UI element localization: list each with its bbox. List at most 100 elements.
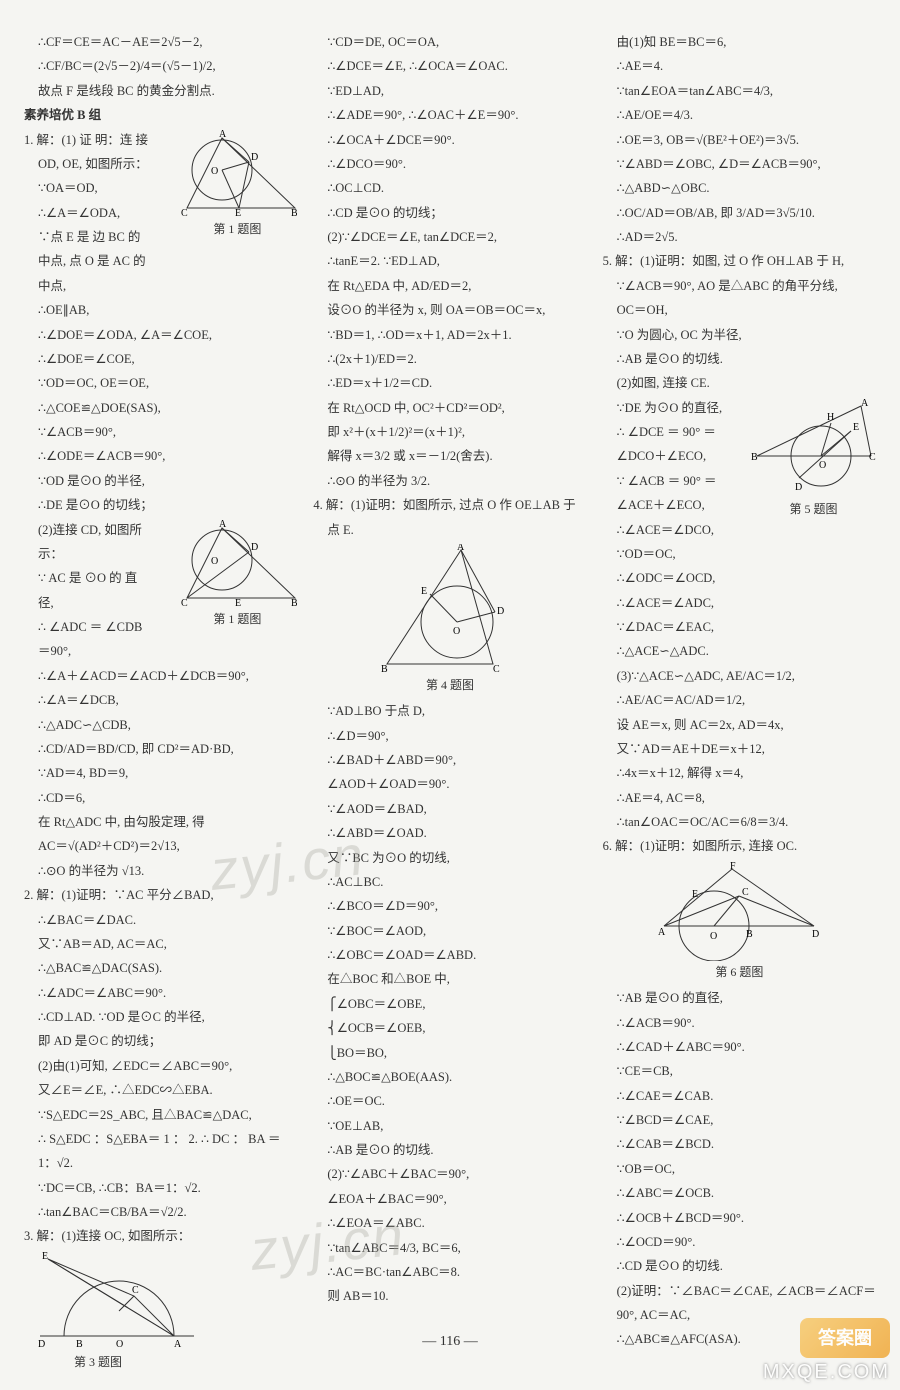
text-line: ∵OD 是⊙O 的半径, bbox=[24, 469, 297, 493]
svg-text:O: O bbox=[211, 556, 218, 567]
text-line: (2)如图, 连接 CE. bbox=[603, 371, 876, 395]
text-line: 设 AE＝x, 则 AC＝2x, AD＝4x, bbox=[603, 713, 876, 737]
text-line: ∴∠ODE＝∠ACB＝90°, bbox=[24, 444, 297, 468]
text-line: ∴∠CAE＝∠CAB. bbox=[603, 1084, 876, 1108]
text-line: ∴∠EOA＝∠ABC. bbox=[313, 1211, 586, 1235]
text-line: ∴AE/AC＝AC/AD＝1/2, bbox=[603, 688, 876, 712]
text-line: ∴∠A＝∠DCB, bbox=[24, 688, 297, 712]
text-line: ∴OC⊥CD. bbox=[313, 176, 586, 200]
text-line: ∵AB 是⊙O 的直径, bbox=[603, 986, 876, 1010]
text-line: ∴ED＝x＋1/2＝CD. bbox=[313, 371, 586, 395]
geom-diagram-icon: F E C A O B D bbox=[654, 861, 824, 961]
text-line: 2. 解：(1)证明：∵AC 平分∠BAD, bbox=[24, 883, 297, 907]
svg-text:A: A bbox=[861, 398, 869, 409]
svg-text:B: B bbox=[291, 598, 297, 608]
svg-text:D: D bbox=[795, 482, 802, 493]
text-line: ∴DE 是⊙O 的切线； bbox=[24, 493, 297, 517]
figure-3: E C D B O A 第 3 题图 bbox=[24, 1251, 297, 1374]
text-line: ∴△COE≌△DOE(SAS), bbox=[24, 396, 297, 420]
text-line: ∴OE＝OC. bbox=[313, 1089, 586, 1113]
svg-text:D: D bbox=[38, 1339, 45, 1350]
geom-diagram-icon: A D O C E B bbox=[177, 130, 297, 218]
text-line: ∴∠OCD＝90°. bbox=[603, 1230, 876, 1254]
text-line: ∵∠ABD＝∠OBC, ∠D＝∠ACB＝90°, bbox=[603, 152, 876, 176]
figure-4: A E D O B C 第 4 题图 bbox=[313, 544, 586, 697]
text-line: ∠AOD＋∠OAD＝90°. bbox=[313, 772, 586, 796]
svg-text:B: B bbox=[291, 208, 297, 218]
text-line: ∴tanE＝2. ∵ED⊥AD, bbox=[313, 249, 586, 273]
text-line: ∴∠ABC＝∠OCB. bbox=[603, 1181, 876, 1205]
text-line: ∵CE＝CB, bbox=[603, 1059, 876, 1083]
text-line: ∴∠OCB＋∠BCD＝90°. bbox=[603, 1206, 876, 1230]
text-line: ∵ED⊥AD, bbox=[313, 79, 586, 103]
text-line: ∴∠DCE＝∠E, ∴∠OCA＝∠OAC. bbox=[313, 54, 586, 78]
text-line: ∵∠ACB＝90°, bbox=[24, 420, 297, 444]
text-line: ＝90°, bbox=[24, 639, 297, 663]
text-line: ∴AC＝BC·tan∠ABC＝8. bbox=[313, 1260, 586, 1284]
svg-text:C: C bbox=[869, 452, 876, 463]
text-line: 解得 x＝3/2 或 x＝－1/2(舍去). bbox=[313, 444, 586, 468]
text-line: ∴∠BAD＋∠ABD＝90°, bbox=[313, 748, 586, 772]
svg-text:C: C bbox=[181, 208, 188, 218]
text-line: ∵OB＝OC, bbox=[603, 1157, 876, 1181]
text-line: ∴∠D＝90°, bbox=[313, 724, 586, 748]
svg-text:A: A bbox=[658, 927, 666, 938]
text-line: ⎧∠OBC＝∠OBE, bbox=[313, 992, 586, 1016]
text-line: ∵DC＝CB, ∴CB：BA＝1：√2. bbox=[24, 1176, 297, 1200]
svg-text:A: A bbox=[219, 520, 227, 530]
figure-caption: 第 3 题图 bbox=[34, 1351, 122, 1374]
svg-text:E: E bbox=[692, 889, 698, 900]
text-line: 在△BOC 和△BOE 中, bbox=[313, 967, 586, 991]
svg-text:B: B bbox=[746, 929, 753, 940]
text-line: (2)∵∠ABC＋∠BAC＝90°, bbox=[313, 1162, 586, 1186]
text-line: ∴∠ACE＝∠ADC, bbox=[603, 591, 876, 615]
svg-text:C: C bbox=[181, 598, 188, 608]
text-line: 又∵AD＝AE＋DE＝x＋12, bbox=[603, 737, 876, 761]
svg-text:H: H bbox=[827, 412, 834, 423]
text-line: ∵OE⊥AB, bbox=[313, 1114, 586, 1138]
column-2: ∵CD＝DE, OC＝OA, ∴∠DCE＝∠E, ∴∠OCA＝∠OAC. ∵ED… bbox=[313, 30, 586, 1320]
svg-text:E: E bbox=[235, 208, 241, 218]
text-line: 6. 解：(1)证明：如图所示, 连接 OC. bbox=[603, 834, 876, 858]
text-line: AC＝√(AD²＋CD²)＝2√13, bbox=[24, 834, 297, 858]
text-line: 5. 解：(1)证明：如图, 过 O 作 OH⊥AB 于 H, bbox=[603, 249, 876, 273]
svg-text:E: E bbox=[235, 598, 241, 608]
text-line: ∴⊙O 的半径为 √13. bbox=[24, 859, 297, 883]
text-line: ∴⊙O 的半径为 3/2. bbox=[313, 469, 586, 493]
text-line: ⎩BO＝BO, bbox=[313, 1041, 586, 1065]
svg-text:F: F bbox=[730, 861, 736, 872]
text-line: ∵BD＝1, ∴OD＝x＋1, AD＝2x＋1. bbox=[313, 323, 586, 347]
text-line: ∴CD 是⊙O 的切线. bbox=[603, 1254, 876, 1278]
svg-text:B: B bbox=[751, 452, 758, 463]
corner-url: MXQE.COM bbox=[763, 1361, 890, 1384]
text-line: 中点, 点 O 是 AC 的 bbox=[24, 249, 297, 273]
text-line: 又∵BC 为⊙O 的切线, bbox=[313, 846, 586, 870]
text-line: ∴CF＝CE＝AC－AE＝2√5－2, bbox=[24, 30, 297, 54]
geom-diagram-icon: A H E B O C D bbox=[751, 398, 876, 498]
text-line: ∴CF/BC＝(2√5－2)/4＝(√5－1)/2, bbox=[24, 54, 297, 78]
text-line: 4. 解：(1)证明：如图所示, 过点 O 作 OE⊥AB 于 bbox=[313, 493, 586, 517]
section-heading: 素养培优 B 组 bbox=[24, 103, 297, 127]
text-line: ∴∠CAD＋∠ABC＝90°. bbox=[603, 1035, 876, 1059]
text-line: 故点 F 是线段 BC 的黄金分割点. bbox=[24, 79, 297, 103]
text-line: ∴∠ADE＝90°, ∴∠OAC＋∠E＝90°. bbox=[313, 103, 586, 127]
figure-caption: 第 6 题图 bbox=[715, 961, 763, 984]
text-line: ∵∠BCD＝∠CAE, bbox=[603, 1108, 876, 1132]
text-line: ∴∠DOE＝∠COE, bbox=[24, 347, 297, 371]
text-line: 设⊙O 的半径为 x, 则 OA＝OB＝OC＝x, bbox=[313, 298, 586, 322]
text-line: ∴∠A＋∠ACD＝∠ACD＋∠DCB＝90°, bbox=[24, 664, 297, 688]
text-line: ∵AD⊥BO 于点 D, bbox=[313, 699, 586, 723]
text-line: ∴CD＝6, bbox=[24, 786, 297, 810]
text-line: ∴CD⊥AD. ∵OD 是⊙C 的半径, bbox=[24, 1005, 297, 1029]
text-line: ⎨∠OCB＝∠OEB, bbox=[313, 1016, 586, 1040]
text-line: ∴AE/OE＝4/3. bbox=[603, 103, 876, 127]
page-columns: ∴CF＝CE＝AC－AE＝2√5－2, ∴CF/BC＝(2√5－2)/4＝(√5… bbox=[0, 0, 900, 1340]
text-line: ∴tan∠OAC＝OC/AC＝6/8＝3/4. bbox=[603, 810, 876, 834]
text-line: 即 AD 是⊙C 的切线； bbox=[24, 1029, 297, 1053]
text-line: ∴∠DCO＝90°. bbox=[313, 152, 586, 176]
text-line: 1：√2. bbox=[24, 1151, 297, 1175]
geom-diagram-icon: A E D O B C bbox=[375, 544, 525, 674]
text-line: ∵O 为圆心, OC 为半径, bbox=[603, 323, 876, 347]
svg-text:A: A bbox=[174, 1339, 182, 1350]
text-line: ∴AE＝4. bbox=[603, 54, 876, 78]
